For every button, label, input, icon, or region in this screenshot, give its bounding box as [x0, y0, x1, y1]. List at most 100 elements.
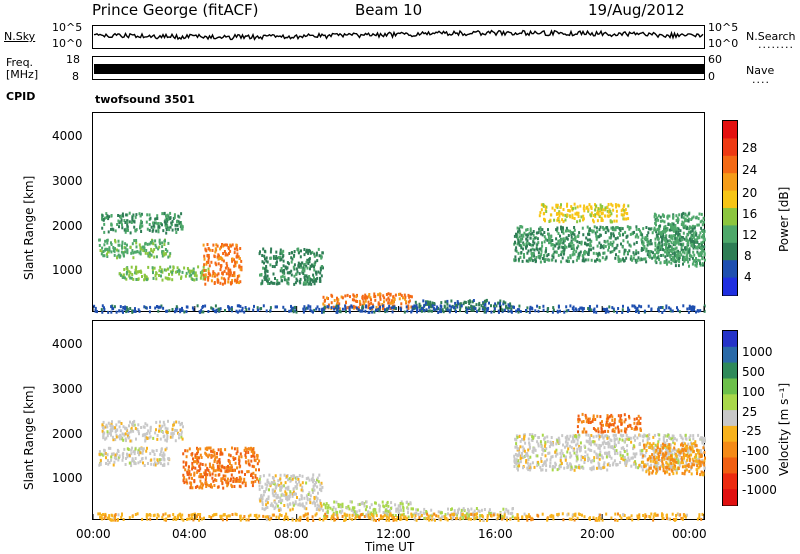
power-cell — [106, 252, 108, 256]
velocity-cell — [280, 499, 282, 503]
power-cell — [595, 310, 598, 314]
power-cell — [286, 261, 289, 265]
velocity-cell — [309, 494, 312, 498]
power-cell — [605, 256, 608, 260]
velocity-cell — [320, 504, 323, 508]
power-cell — [578, 251, 581, 255]
velocity-cell — [292, 503, 295, 507]
velocity-cell — [318, 487, 321, 491]
velocity-panel — [92, 320, 705, 520]
velocity-cell — [598, 443, 601, 447]
velocity-cell — [521, 445, 524, 449]
power-cell — [146, 252, 149, 256]
power-cell — [612, 232, 615, 236]
velocity-cell — [115, 423, 118, 427]
power-cell — [609, 250, 612, 254]
power-cell — [543, 235, 546, 239]
power-cell — [629, 232, 632, 236]
velocity-cell — [295, 480, 297, 484]
power-cell — [514, 240, 516, 244]
velocity-cell — [703, 440, 706, 443]
power-cell — [516, 308, 519, 312]
velocity-cell — [144, 422, 147, 426]
power-cell — [388, 304, 391, 308]
velocity-cell — [272, 493, 275, 497]
velocity-cell — [594, 428, 597, 432]
velocity-cell — [165, 439, 168, 443]
power-cell — [96, 310, 98, 314]
power-cell — [181, 225, 184, 229]
velocity-cell — [280, 501, 283, 505]
velocity-cb-tick-m100: -100 — [742, 444, 770, 458]
power-cell — [671, 309, 674, 313]
velocity-cell — [289, 479, 292, 483]
power-cell — [689, 230, 692, 234]
power-cell — [596, 230, 599, 234]
power-cell — [165, 226, 168, 230]
velocity-cell — [362, 501, 365, 505]
velocity-cell — [281, 484, 284, 488]
velocity-cell — [301, 481, 304, 485]
power-cell — [290, 273, 293, 277]
velocity-cell — [206, 448, 209, 451]
velocity-cell — [695, 462, 698, 465]
velocity-cell — [170, 432, 173, 436]
velocity-cell — [167, 419, 169, 423]
power-cell — [400, 294, 403, 298]
velocity-cell — [196, 470, 199, 474]
power-cell — [593, 307, 596, 311]
velocity-cell — [196, 461, 199, 465]
power-cell — [692, 246, 695, 250]
power-cell — [540, 232, 543, 236]
velocity-cell — [193, 472, 196, 476]
power-cell — [661, 243, 664, 247]
power-cell — [429, 302, 431, 306]
power-cell — [440, 301, 443, 305]
velocity-cell — [224, 448, 227, 452]
power-cell — [119, 305, 122, 309]
power-cell — [628, 243, 631, 247]
velocity-cell — [390, 501, 393, 505]
power-cell — [649, 250, 652, 253]
power-cell — [551, 239, 554, 242]
power-cell — [168, 228, 171, 232]
velocity-cell — [697, 461, 700, 465]
velocity-cell — [580, 420, 583, 424]
power-cell — [233, 274, 236, 278]
power-cell — [670, 249, 673, 253]
power-cell — [190, 273, 193, 277]
power-cell — [692, 215, 695, 219]
power-cell — [566, 204, 568, 208]
power-cell — [685, 235, 688, 239]
velocity-cell — [667, 449, 670, 453]
velocity-cell — [276, 493, 279, 497]
power-cell — [279, 248, 282, 252]
power-cell — [670, 241, 673, 245]
velocity-cell — [669, 446, 672, 450]
velocity-cell — [460, 508, 463, 512]
velocity-cell — [266, 505, 269, 509]
freq-right-tick-top: 60 — [708, 53, 722, 66]
power-cell — [667, 222, 670, 226]
velocity-cell — [541, 468, 544, 472]
power-cell — [478, 307, 481, 311]
power-cell — [695, 264, 698, 268]
velocity-cell — [447, 507, 449, 511]
power-cell — [121, 212, 124, 216]
power-cell — [570, 247, 573, 250]
velocity-cell — [208, 462, 211, 466]
power-cell — [685, 245, 688, 249]
power-cell — [547, 307, 550, 310]
velocity-cell — [640, 465, 643, 469]
power-cell — [158, 245, 161, 249]
power-cell — [670, 246, 673, 250]
power-cell — [124, 305, 127, 309]
power-cell — [121, 223, 123, 227]
power-cell — [539, 260, 542, 264]
power-cell — [341, 307, 344, 311]
power-cell — [164, 252, 167, 256]
power-cell — [659, 245, 662, 249]
power-cell — [561, 256, 564, 260]
velocity-cell — [236, 447, 239, 451]
power-cell — [601, 226, 604, 229]
